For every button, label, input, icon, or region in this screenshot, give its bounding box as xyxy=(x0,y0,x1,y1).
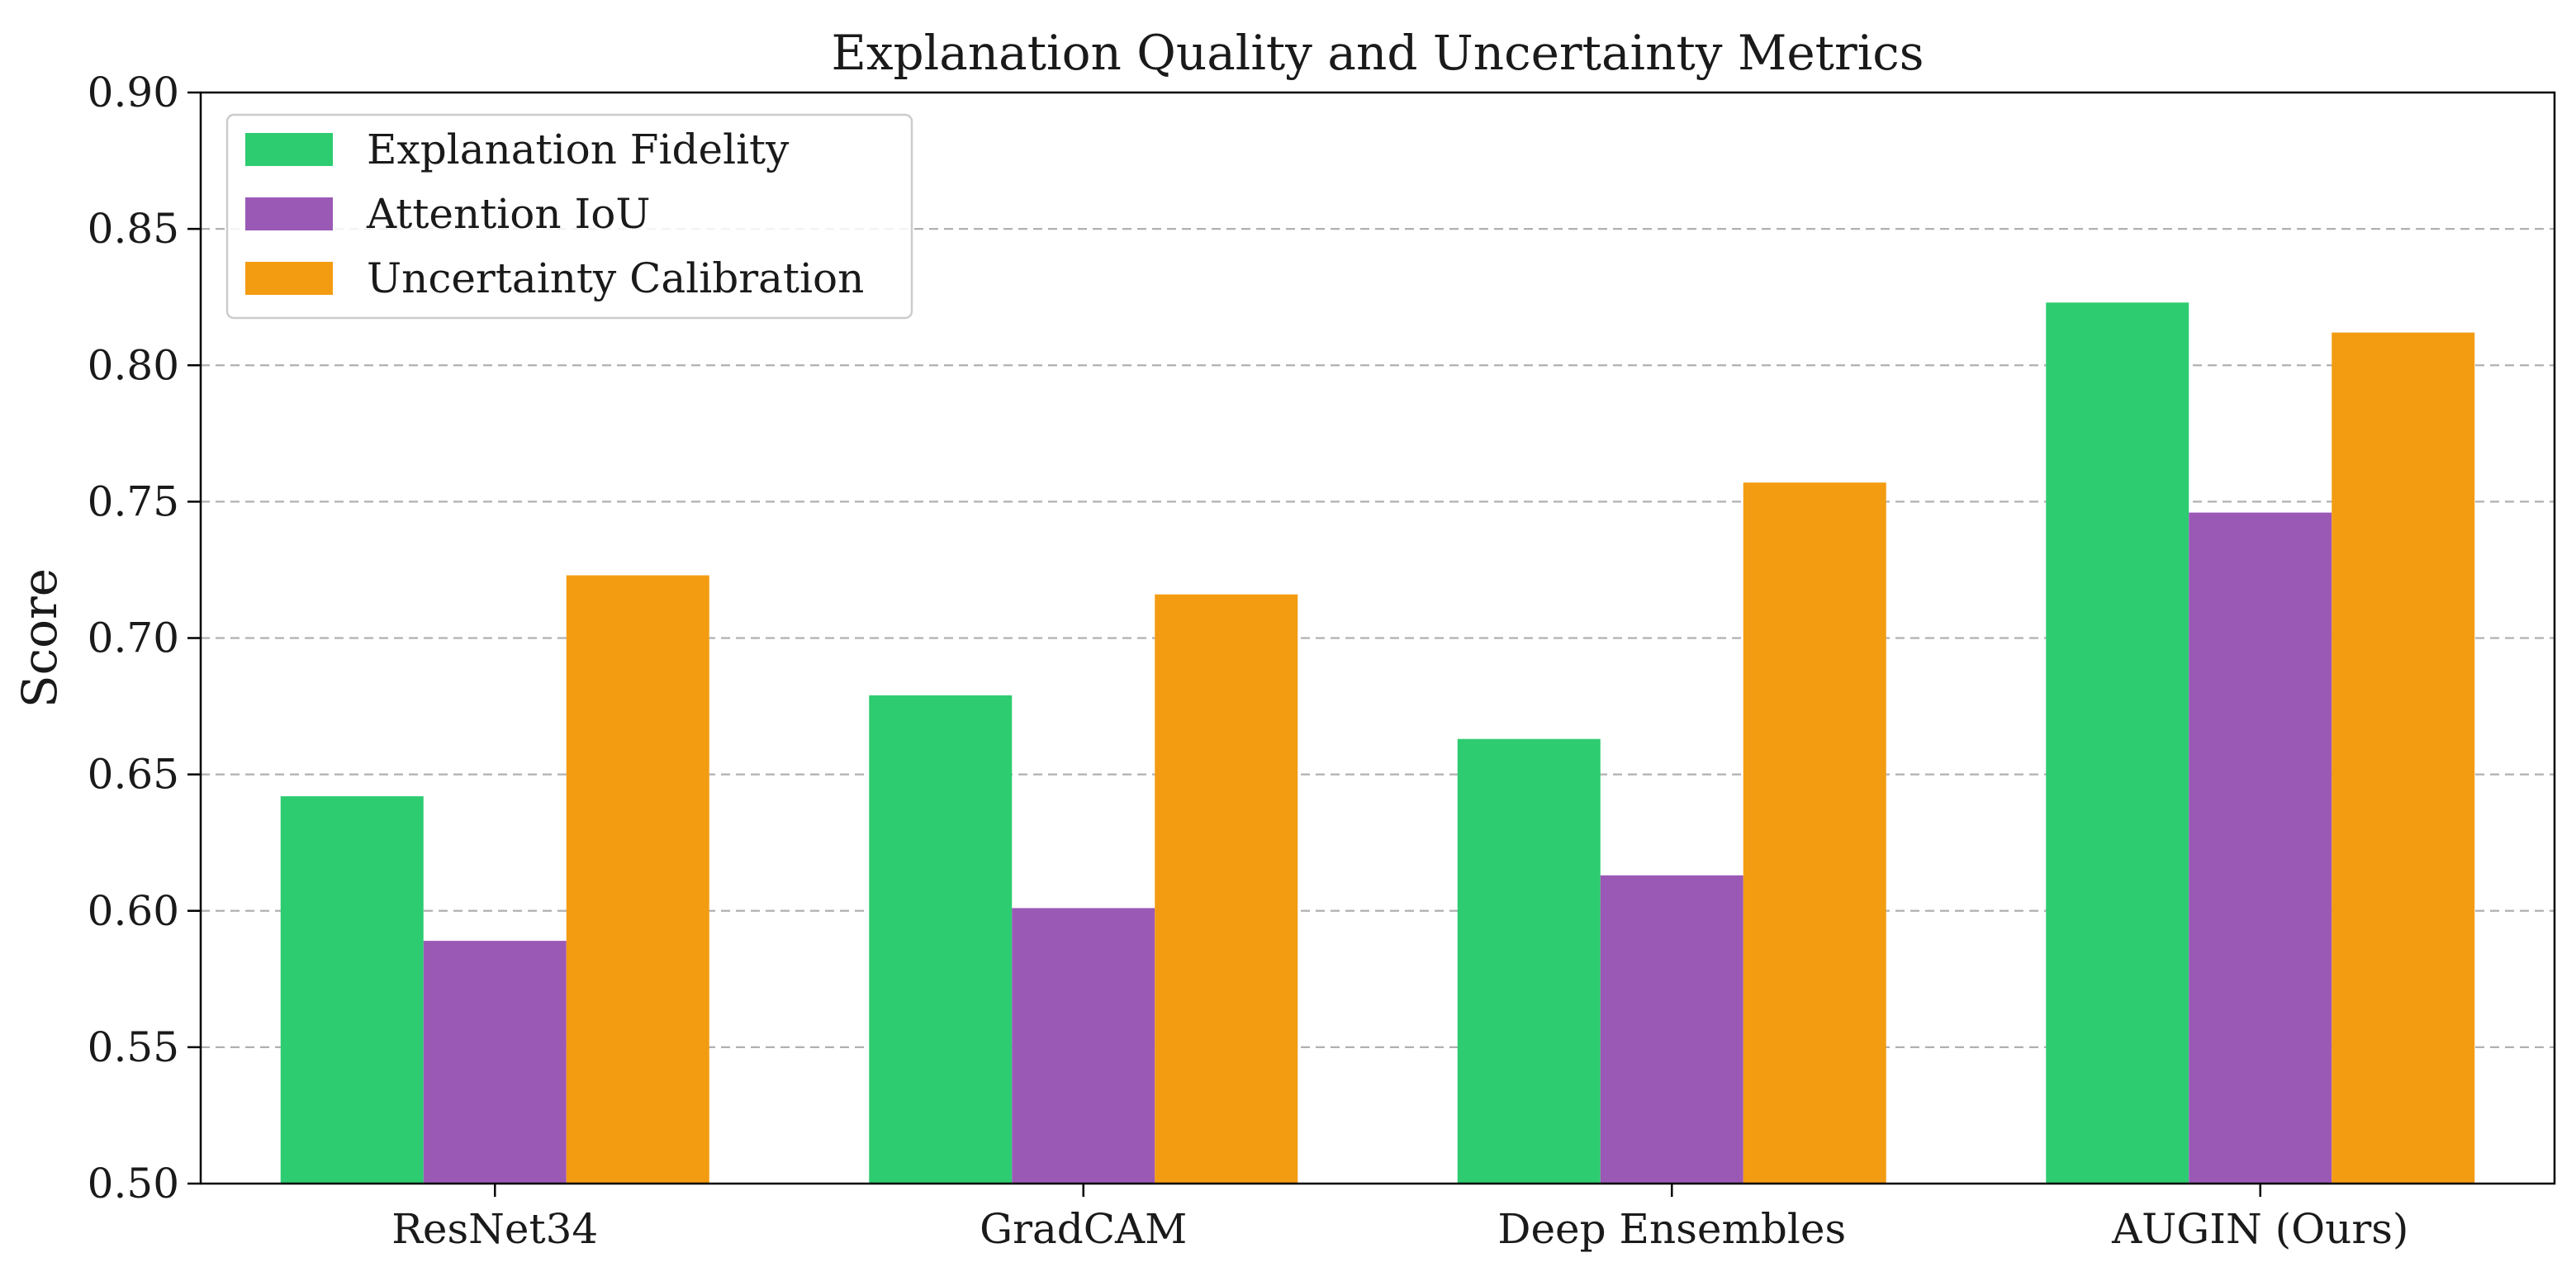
legend-swatch xyxy=(245,197,333,230)
legend-label: Explanation Fidelity xyxy=(367,126,790,173)
y-tick-label: 0.85 xyxy=(88,205,179,253)
bars xyxy=(280,302,2475,1184)
bar xyxy=(2332,332,2475,1184)
bar xyxy=(1600,875,1743,1184)
x-tick-label: AUGIN (Ours) xyxy=(2111,1205,2408,1253)
chart-title: Explanation Quality and Uncertainty Metr… xyxy=(831,25,1924,81)
legend-label: Uncertainty Calibration xyxy=(367,254,864,302)
y-tick-label: 0.90 xyxy=(88,69,179,116)
bar xyxy=(2046,302,2189,1184)
y-tick-label: 0.55 xyxy=(88,1023,179,1071)
legend-swatch xyxy=(245,262,333,295)
bar xyxy=(1457,738,1601,1184)
y-tick-label: 0.70 xyxy=(88,615,179,662)
bar xyxy=(1155,594,1298,1184)
bar xyxy=(280,796,424,1184)
x-tick-label: ResNet34 xyxy=(391,1205,598,1253)
y-tick-label: 0.75 xyxy=(88,477,179,525)
legend: Explanation Fidelity Attention IoU Uncerta… xyxy=(225,113,913,320)
y-tick-label: 0.50 xyxy=(88,1160,179,1208)
y-tick-label: 0.65 xyxy=(88,751,179,799)
legend-label: Attention IoU xyxy=(366,190,650,238)
y-axis-label: Score xyxy=(12,568,68,708)
bar xyxy=(566,575,709,1184)
x-axis-ticks: ResNet34 GradCAM Deep Ensembles AUGIN (Ours… xyxy=(391,1184,2408,1253)
legend-box xyxy=(225,113,913,320)
x-tick-label: GradCAM xyxy=(980,1205,1187,1253)
x-tick-label: Deep Ensembles xyxy=(1497,1205,1846,1253)
bar xyxy=(2189,512,2332,1184)
bar xyxy=(1012,908,1155,1184)
y-tick-label: 0.60 xyxy=(88,887,179,935)
bar xyxy=(1743,482,1886,1184)
bar xyxy=(869,695,1013,1184)
bar xyxy=(423,941,567,1184)
y-tick-label: 0.80 xyxy=(88,341,179,389)
legend-swatch xyxy=(245,133,333,166)
y-axis-ticks: 0.50 0.55 0.60 0.65 0.70 0.75 0.80 0.85 0.90 xyxy=(88,69,201,1208)
